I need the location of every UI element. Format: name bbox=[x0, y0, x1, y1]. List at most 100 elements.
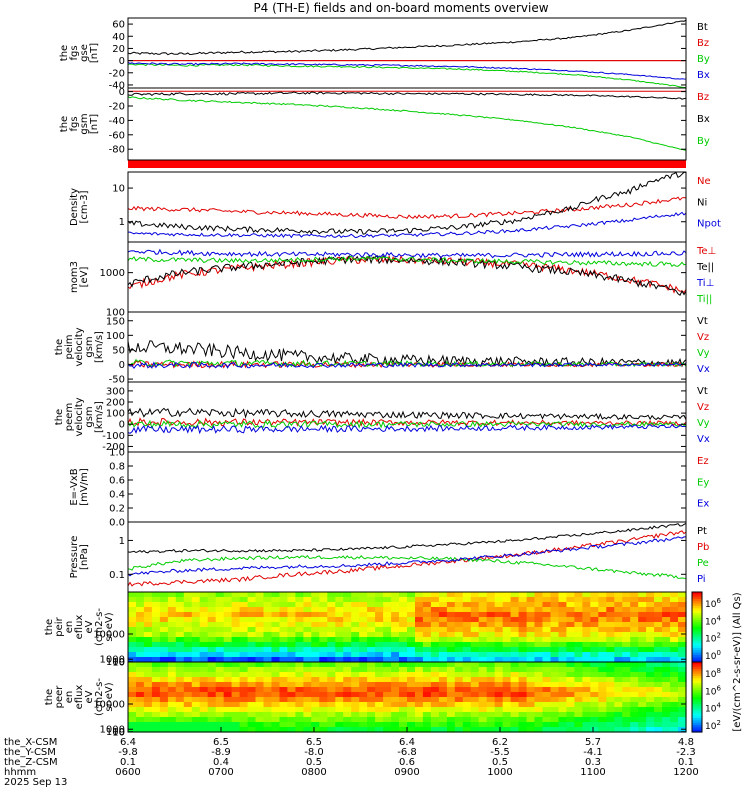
spectrogram-cell bbox=[582, 662, 591, 668]
spectrogram-cell bbox=[590, 717, 599, 723]
spectrogram-cell bbox=[582, 707, 591, 713]
spectrogram-cell bbox=[151, 722, 161, 728]
spectrogram-cell bbox=[454, 692, 464, 698]
spectrogram-cell bbox=[159, 627, 169, 633]
spectrogram-cell bbox=[367, 612, 376, 618]
colorbar-segment bbox=[692, 704, 702, 707]
spectrogram-cell bbox=[630, 667, 639, 673]
spectrogram-cell bbox=[359, 727, 368, 733]
spectrogram-cell bbox=[478, 627, 488, 633]
spectrogram-cell bbox=[351, 712, 360, 718]
spectrogram-cell bbox=[199, 722, 209, 728]
spectrogram-cell bbox=[438, 667, 448, 673]
spectrogram-cell bbox=[247, 697, 257, 703]
spectrogram-cell bbox=[422, 707, 432, 713]
legend-bt: Bt bbox=[697, 22, 708, 33]
spectrogram-cell bbox=[518, 637, 528, 643]
spectrogram-cell bbox=[622, 682, 631, 688]
legend-vy: Vy bbox=[697, 418, 710, 429]
spectrogram-cell bbox=[351, 617, 360, 623]
spectrogram-cell bbox=[255, 642, 265, 648]
colorbar-segment bbox=[692, 718, 702, 721]
spectrogram-cell bbox=[287, 672, 296, 678]
spectrogram-cell bbox=[191, 662, 201, 668]
spectrogram-cell bbox=[678, 672, 687, 678]
spectrogram-cell bbox=[367, 692, 376, 698]
spectrogram-cell bbox=[518, 617, 528, 623]
spectrogram-cell bbox=[351, 687, 360, 693]
spectrogram-cell bbox=[335, 652, 344, 658]
spectrogram-cell bbox=[446, 597, 456, 603]
spectrogram-cell bbox=[558, 597, 568, 603]
spectrogram-cell bbox=[534, 672, 544, 678]
spectrogram-cell bbox=[630, 632, 639, 638]
spectrogram-cell bbox=[430, 692, 440, 698]
spectrogram-cell bbox=[215, 612, 225, 618]
spectrogram-cell bbox=[223, 652, 233, 658]
spectrogram-cell bbox=[199, 662, 209, 668]
spectrogram-cell bbox=[590, 687, 599, 693]
spectrogram-cell bbox=[606, 662, 615, 668]
spectrogram-cell bbox=[446, 727, 456, 733]
spectrogram-cell bbox=[574, 692, 583, 698]
spectrogram-cell bbox=[143, 667, 153, 673]
spectrogram-cell bbox=[502, 682, 512, 688]
spectrogram-cell bbox=[159, 607, 169, 613]
spectrogram-cell bbox=[654, 687, 663, 693]
spectrogram-cell bbox=[255, 682, 265, 688]
spectrogram-cell bbox=[167, 642, 177, 648]
spectrogram-cell bbox=[231, 642, 241, 648]
x-tick-label: 1200 bbox=[673, 767, 698, 778]
spectrogram-cell bbox=[606, 612, 615, 618]
spectrogram-cell bbox=[295, 697, 304, 703]
spectrogram-cell bbox=[279, 722, 289, 728]
spectrogram-cell bbox=[319, 632, 328, 638]
colorbar-segment bbox=[692, 706, 702, 710]
spectrogram-cell bbox=[143, 622, 153, 628]
spectrogram-cell bbox=[470, 727, 480, 733]
spectrogram-cell bbox=[215, 672, 225, 678]
spectrogram-cell bbox=[494, 672, 504, 678]
spectrogram-cell bbox=[287, 692, 296, 698]
spectrogram-cell bbox=[183, 602, 193, 608]
spectrogram-cell bbox=[231, 647, 241, 653]
spectrogram-cell bbox=[207, 607, 217, 613]
spectrogram-cell bbox=[422, 657, 432, 663]
spectrogram-cell bbox=[438, 712, 448, 718]
spectrogram-cell bbox=[263, 647, 273, 653]
spectrogram-cell bbox=[598, 662, 607, 668]
spectrogram-cell bbox=[566, 612, 575, 618]
spectrogram-cell bbox=[614, 727, 623, 733]
spectrogram-cell bbox=[670, 712, 679, 718]
spectrogram-cell bbox=[662, 662, 671, 668]
spectrogram-cell bbox=[383, 717, 392, 723]
y-axis-label: [eV] bbox=[79, 267, 90, 288]
spectrogram-cell bbox=[263, 622, 273, 628]
spectrogram-cell bbox=[247, 687, 257, 693]
spectrogram-cell bbox=[383, 727, 392, 733]
spectrogram-cell bbox=[470, 652, 480, 658]
series-vx-line bbox=[127, 423, 687, 435]
spectrogram-cell bbox=[518, 642, 528, 648]
spectrogram-cell bbox=[335, 722, 344, 728]
spectrogram-cell bbox=[422, 722, 432, 728]
spectrogram-cell bbox=[590, 667, 599, 673]
spectrogram-cell bbox=[287, 707, 296, 713]
spectrogram-cell bbox=[622, 607, 631, 613]
spectrogram-cell bbox=[199, 707, 209, 713]
spectrogram-cell bbox=[430, 657, 440, 663]
spectrogram-cell bbox=[526, 712, 536, 718]
spectrogram-cell bbox=[542, 622, 552, 628]
spectrogram-cell bbox=[606, 682, 615, 688]
colorbar-segment bbox=[692, 725, 702, 728]
spectrogram-cell bbox=[407, 697, 416, 703]
spectrogram-cell bbox=[391, 647, 400, 653]
x-tick-label: 6.4 bbox=[399, 737, 415, 748]
spectrogram-cell bbox=[359, 627, 368, 633]
spectrogram-cell bbox=[335, 592, 344, 598]
spectrogram-cell bbox=[486, 702, 496, 708]
spectrogram-cell bbox=[494, 632, 504, 638]
spectrogram-cell bbox=[143, 642, 153, 648]
spectrogram-cell bbox=[311, 667, 320, 673]
spectrogram-cell bbox=[295, 692, 304, 698]
